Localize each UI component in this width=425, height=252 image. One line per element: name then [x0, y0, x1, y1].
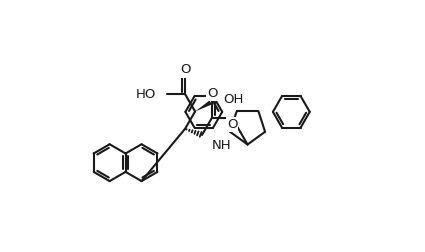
Polygon shape — [195, 101, 212, 111]
Text: OH: OH — [223, 93, 244, 106]
Text: O: O — [180, 64, 190, 76]
Text: NH: NH — [212, 139, 232, 152]
Text: HO: HO — [136, 88, 156, 101]
Text: O: O — [207, 87, 217, 100]
Text: O: O — [227, 118, 237, 131]
